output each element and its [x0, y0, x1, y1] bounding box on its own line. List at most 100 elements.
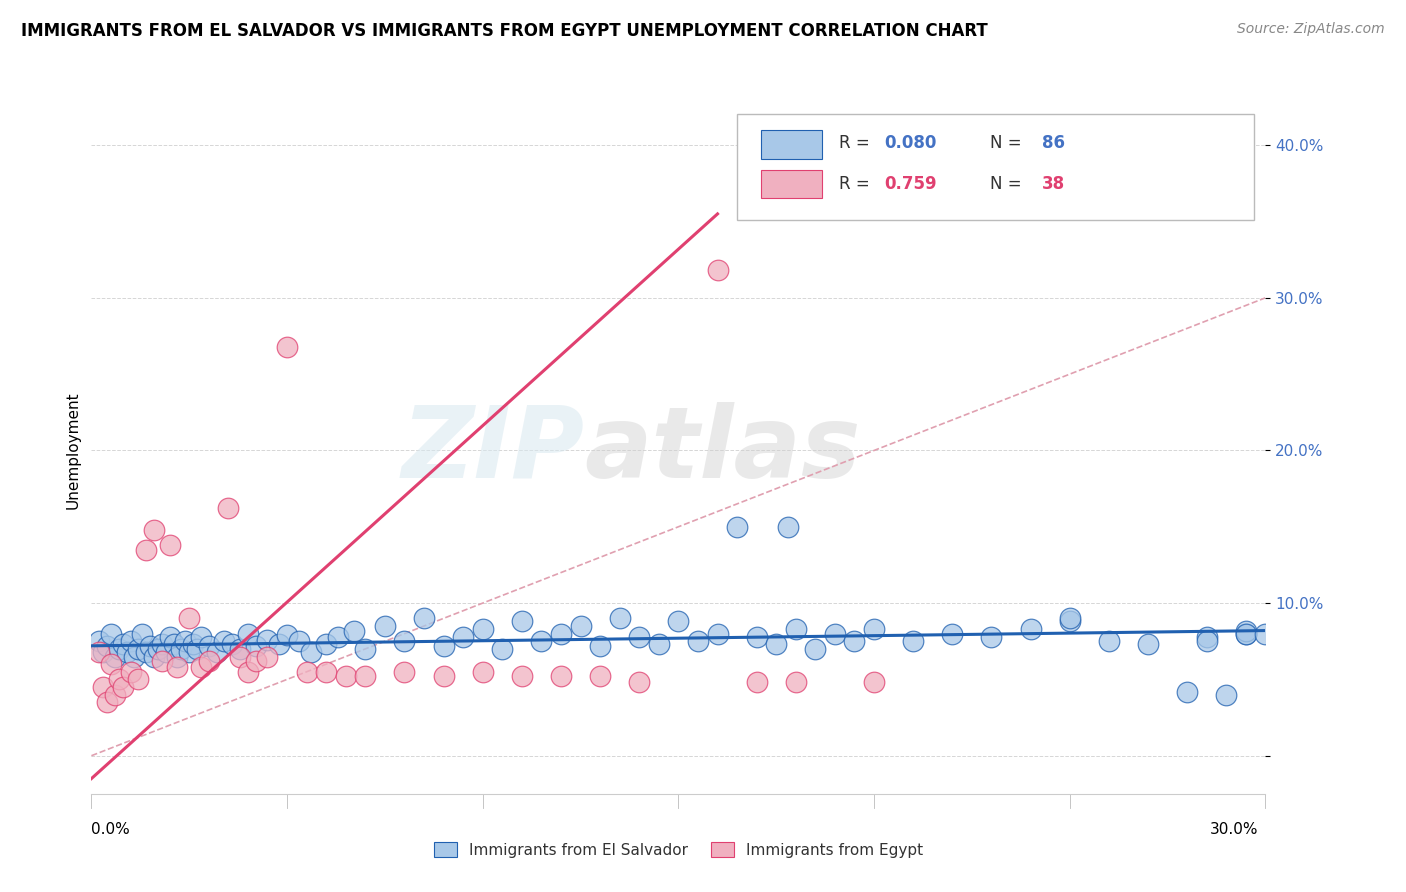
Text: N =: N =: [990, 175, 1026, 193]
Point: [706, 626, 728, 640]
Point: [1234, 626, 1257, 640]
Point: [863, 622, 886, 636]
Point: [276, 340, 298, 354]
Point: [1136, 637, 1159, 651]
Point: [745, 675, 768, 690]
Point: [159, 538, 181, 552]
Y-axis label: Unemployment: Unemployment: [65, 392, 80, 509]
Point: [124, 649, 146, 664]
Point: [1098, 634, 1121, 648]
FancyBboxPatch shape: [761, 129, 821, 159]
Point: [471, 622, 494, 636]
Point: [127, 673, 149, 687]
Point: [127, 641, 149, 656]
Point: [96, 639, 118, 653]
Point: [354, 669, 377, 683]
Text: 30.0%: 30.0%: [1211, 822, 1258, 837]
Point: [589, 669, 612, 683]
Legend: Immigrants from El Salvador, Immigrants from Egypt: Immigrants from El Salvador, Immigrants …: [426, 834, 931, 865]
Point: [589, 639, 612, 653]
Point: [299, 645, 322, 659]
Point: [342, 624, 364, 638]
Point: [120, 665, 142, 679]
Point: [1175, 684, 1198, 698]
Point: [941, 626, 963, 640]
Point: [96, 695, 118, 709]
Point: [131, 626, 153, 640]
Point: [491, 641, 513, 656]
Point: [628, 675, 651, 690]
Point: [107, 673, 129, 687]
Text: 0.080: 0.080: [884, 134, 936, 152]
Point: [120, 634, 142, 648]
Point: [776, 520, 799, 534]
Point: [276, 628, 298, 642]
Point: [174, 634, 197, 648]
Point: [205, 645, 228, 659]
Point: [89, 645, 111, 659]
Point: [245, 654, 267, 668]
Point: [91, 680, 114, 694]
Text: 86: 86: [1042, 134, 1066, 152]
Point: [471, 665, 494, 679]
Point: [980, 630, 1002, 644]
Point: [374, 619, 396, 633]
Text: 0.0%: 0.0%: [91, 822, 131, 837]
Point: [844, 634, 866, 648]
Point: [1059, 615, 1081, 629]
Point: [1195, 634, 1218, 648]
Point: [530, 634, 553, 648]
Point: [510, 615, 533, 629]
Point: [269, 637, 291, 651]
Point: [315, 637, 337, 651]
Point: [107, 641, 129, 656]
Point: [785, 622, 807, 636]
Point: [236, 626, 259, 640]
Point: [824, 626, 846, 640]
Point: [326, 630, 349, 644]
Point: [648, 637, 671, 651]
Point: [229, 649, 252, 664]
Point: [143, 649, 166, 664]
Point: [170, 641, 193, 656]
Point: [686, 634, 709, 648]
Point: [159, 630, 181, 644]
Point: [1234, 624, 1257, 638]
Point: [179, 645, 201, 659]
Text: R =: R =: [839, 134, 875, 152]
Point: [256, 649, 278, 664]
Point: [315, 665, 337, 679]
Point: [197, 654, 219, 668]
Point: [863, 675, 886, 690]
Point: [91, 645, 114, 659]
Point: [100, 657, 122, 672]
Text: ZIP: ZIP: [402, 402, 585, 499]
Point: [1254, 626, 1277, 640]
Point: [569, 619, 592, 633]
Point: [550, 669, 572, 683]
Point: [1195, 630, 1218, 644]
Point: [510, 669, 533, 683]
Point: [186, 641, 208, 656]
Point: [628, 630, 651, 644]
Point: [1019, 622, 1042, 636]
Point: [785, 675, 807, 690]
Text: N =: N =: [990, 134, 1026, 152]
FancyBboxPatch shape: [761, 169, 821, 198]
Point: [181, 637, 204, 651]
Point: [901, 634, 924, 648]
Point: [666, 615, 689, 629]
Point: [236, 665, 259, 679]
FancyBboxPatch shape: [737, 114, 1254, 220]
Point: [221, 637, 243, 651]
Point: [100, 626, 122, 640]
Point: [288, 634, 311, 648]
Point: [89, 634, 111, 648]
Point: [162, 637, 184, 651]
Point: [451, 630, 474, 644]
Point: [804, 641, 827, 656]
Point: [432, 669, 454, 683]
Text: R =: R =: [839, 175, 875, 193]
Text: atlas: atlas: [585, 402, 860, 499]
Text: Source: ZipAtlas.com: Source: ZipAtlas.com: [1237, 22, 1385, 37]
